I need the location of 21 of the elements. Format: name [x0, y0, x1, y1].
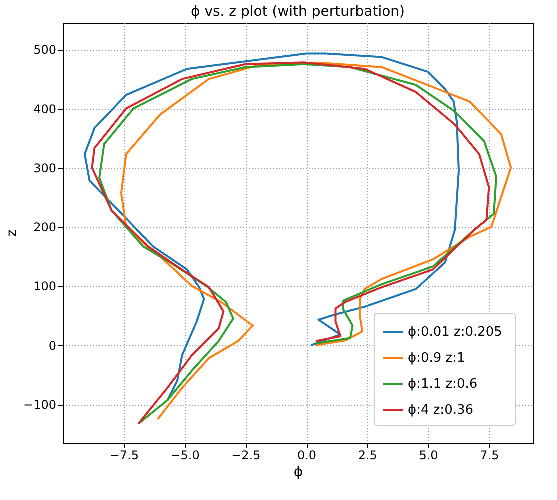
x-tick-label: −7.5: [110, 448, 139, 462]
y-tick-label: 500: [34, 43, 56, 58]
x-tick-label: 0.0: [297, 448, 317, 462]
x-tick-label: 2.5: [358, 448, 378, 462]
y-tick-label: −100: [24, 398, 56, 412]
x-tick-label: 5.0: [419, 448, 438, 462]
y-tick-label: 300: [34, 161, 56, 176]
legend-label: ϕ:1.1 z:0.6: [408, 377, 478, 392]
legend-label: ϕ:0.01 z:0.205: [408, 325, 502, 340]
y-tick-label: 100: [34, 280, 56, 294]
chart-title: ϕ vs. z plot (with perturbation): [191, 4, 405, 20]
x-tick-label: 7.5: [480, 448, 500, 462]
y-tick-label: 0: [48, 338, 56, 353]
x-tick-label: −2.5: [232, 448, 261, 462]
legend-label: ϕ:4 z:0.36: [408, 403, 474, 418]
y-axis-title: z: [4, 230, 21, 238]
legend-label: ϕ:0.9 z:1: [408, 351, 466, 366]
x-axis-title: ϕ: [294, 464, 304, 480]
y-tick-label: 200: [34, 220, 56, 235]
y-tick-label: 400: [34, 102, 56, 116]
x-tick-label: −5.0: [170, 448, 200, 462]
